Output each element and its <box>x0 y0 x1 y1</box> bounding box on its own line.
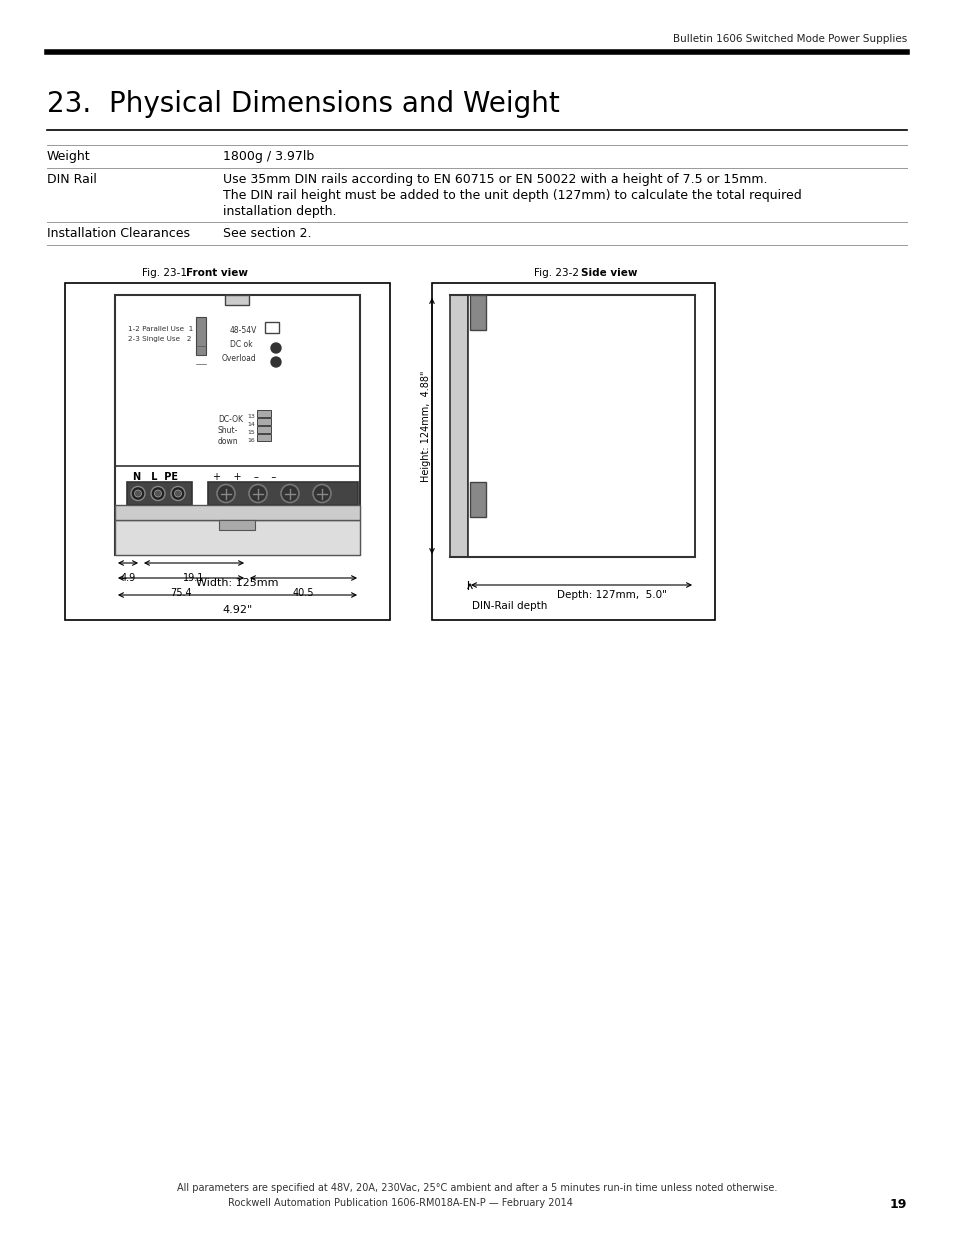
Bar <box>432 283 714 620</box>
Bar <box>195 317 206 354</box>
Text: 40.5: 40.5 <box>293 588 314 598</box>
Bar <box>219 520 255 530</box>
Text: DC-OK: DC-OK <box>218 415 243 424</box>
Circle shape <box>281 484 298 503</box>
Text: Fig. 23-1: Fig. 23-1 <box>142 268 193 278</box>
Bar <box>115 505 359 520</box>
Text: 4.9: 4.9 <box>120 573 135 583</box>
Circle shape <box>134 490 141 496</box>
Bar <box>450 295 468 557</box>
Text: 1-2 Parallel Use  1: 1-2 Parallel Use 1 <box>128 326 193 332</box>
Bar <box>468 295 695 557</box>
Bar <box>65 283 390 620</box>
Circle shape <box>216 484 234 503</box>
Circle shape <box>271 357 281 367</box>
Bar <box>256 410 271 417</box>
Text: down: down <box>218 437 238 446</box>
Bar <box>225 295 250 305</box>
Text: 4.92": 4.92" <box>222 605 253 615</box>
Text: 1800g / 3.97lb: 1800g / 3.97lb <box>223 149 314 163</box>
Text: 14: 14 <box>247 422 254 427</box>
Text: DIN Rail: DIN Rail <box>47 173 97 186</box>
Text: 16: 16 <box>247 438 254 443</box>
Text: Width: 125mm: Width: 125mm <box>196 578 278 588</box>
Text: N   L  PE: N L PE <box>132 472 178 482</box>
Circle shape <box>271 343 281 353</box>
Text: Front view: Front view <box>186 268 248 278</box>
Text: Rockwell Automation Publication 1606-RM018A-EN-P — February 2014: Rockwell Automation Publication 1606-RM0… <box>228 1198 572 1208</box>
Text: Bulletin 1606 Switched Mode Power Supplies: Bulletin 1606 Switched Mode Power Suppli… <box>672 35 906 44</box>
Text: Installation Clearances: Installation Clearances <box>47 227 190 240</box>
Text: +    +    –    –: + + – – <box>213 472 276 482</box>
Text: All parameters are specified at 48V, 20A, 230Vac, 25°C ambient and after a 5 min: All parameters are specified at 48V, 20A… <box>176 1183 777 1193</box>
Text: 48-54V: 48-54V <box>230 326 257 335</box>
Circle shape <box>154 490 161 496</box>
Text: Overload: Overload <box>222 354 256 363</box>
Bar <box>256 417 271 425</box>
Bar <box>265 322 278 333</box>
Text: Shut-: Shut- <box>218 426 238 435</box>
Bar <box>256 426 271 433</box>
Text: 13: 13 <box>247 414 254 419</box>
Circle shape <box>171 487 185 500</box>
Bar <box>115 520 359 555</box>
Text: See section 2.: See section 2. <box>223 227 312 240</box>
Text: Height: 124mm,  4.88": Height: 124mm, 4.88" <box>420 370 431 482</box>
Circle shape <box>313 484 331 503</box>
Text: 19.1: 19.1 <box>183 573 205 583</box>
Text: Use 35mm DIN rails according to EN 60715 or EN 50022 with a height of 7.5 or 15m: Use 35mm DIN rails according to EN 60715… <box>223 173 767 186</box>
Text: Weight: Weight <box>47 149 91 163</box>
Bar <box>256 433 271 441</box>
Text: Fig. 23-2: Fig. 23-2 <box>534 268 585 278</box>
Bar <box>115 295 359 555</box>
Text: 23.  Physical Dimensions and Weight: 23. Physical Dimensions and Weight <box>47 90 559 119</box>
Text: DIN-Rail depth: DIN-Rail depth <box>472 601 547 611</box>
Circle shape <box>131 487 145 500</box>
Text: 19: 19 <box>889 1198 906 1212</box>
Bar <box>208 482 357 505</box>
Text: 2-3 Single Use   2: 2-3 Single Use 2 <box>128 336 192 342</box>
Text: The DIN rail height must be added to the unit depth (127mm) to calculate the tot: The DIN rail height must be added to the… <box>223 189 801 203</box>
Text: 75.4: 75.4 <box>170 588 192 598</box>
Text: 3: 3 <box>195 346 200 352</box>
Text: Depth: 127mm,  5.0": Depth: 127mm, 5.0" <box>556 590 666 600</box>
Bar <box>470 295 485 330</box>
Bar <box>127 482 192 505</box>
Circle shape <box>151 487 165 500</box>
Bar <box>470 482 485 517</box>
Circle shape <box>174 490 181 496</box>
Text: DC ok: DC ok <box>230 340 253 350</box>
Text: Side view: Side view <box>580 268 637 278</box>
Text: 15: 15 <box>247 430 254 435</box>
Circle shape <box>249 484 267 503</box>
Text: installation depth.: installation depth. <box>223 205 336 219</box>
